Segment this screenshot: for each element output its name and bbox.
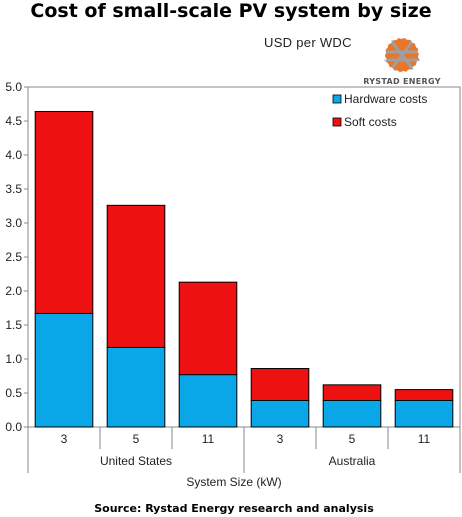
bar-soft-costs [250,368,310,401]
bar-soft-costs [394,389,454,401]
chart-title: Cost of small-scale PV system by size [30,0,431,22]
x-tick-label: 3 [61,432,68,446]
chart-subtitle: USD per WDC [264,35,352,50]
rystad-logo-icon [384,37,420,73]
y-tick-label: 5.0 [5,80,22,94]
y-tick-label: 2.0 [5,284,22,298]
source-note: Source: Rystad Energy research and analy… [94,502,374,515]
x-tick-label: 5 [133,432,140,446]
bar-hardware-costs [250,399,310,428]
x-tick-label: 5 [349,432,356,446]
y-tick-label: 1.0 [5,352,22,366]
x-group-label: United States [100,454,172,468]
y-tick-label: 4.0 [5,148,22,162]
legend-label: Hardware costs [344,92,427,106]
bar-hardware-costs [322,399,382,428]
y-tick-label: 4.5 [5,114,22,128]
y-tick-label: 0.5 [5,386,22,400]
y-tick-label: 3.0 [5,216,22,230]
x-tick-label: 11 [418,432,431,446]
bar-hardware-costs [394,399,454,428]
y-tick-label: 3.5 [5,182,22,196]
x-axis-label: System Size (kW) [186,475,281,489]
x-group-label: Australia [329,454,376,468]
rystad-logo: RYSTAD ENERGY [363,37,441,86]
y-tick-label: 2.5 [5,250,22,264]
bar-hardware-costs [178,374,238,428]
bar-soft-costs [106,204,166,348]
x-tick-label: 11 [202,432,215,446]
y-tick-label: 0.0 [5,420,22,434]
bar-hardware-costs [106,346,166,428]
rystad-logo-text: RYSTAD ENERGY [363,77,441,86]
bar-hardware-costs [34,312,94,428]
legend-label: Soft costs [344,115,397,129]
x-tick-label: 3 [277,432,284,446]
legend-swatch [332,94,342,104]
bar-soft-costs [322,384,382,401]
bar-soft-costs [178,281,238,376]
legend-swatch [332,117,342,127]
bar-soft-costs [34,110,94,314]
y-tick-label: 1.5 [5,318,22,332]
